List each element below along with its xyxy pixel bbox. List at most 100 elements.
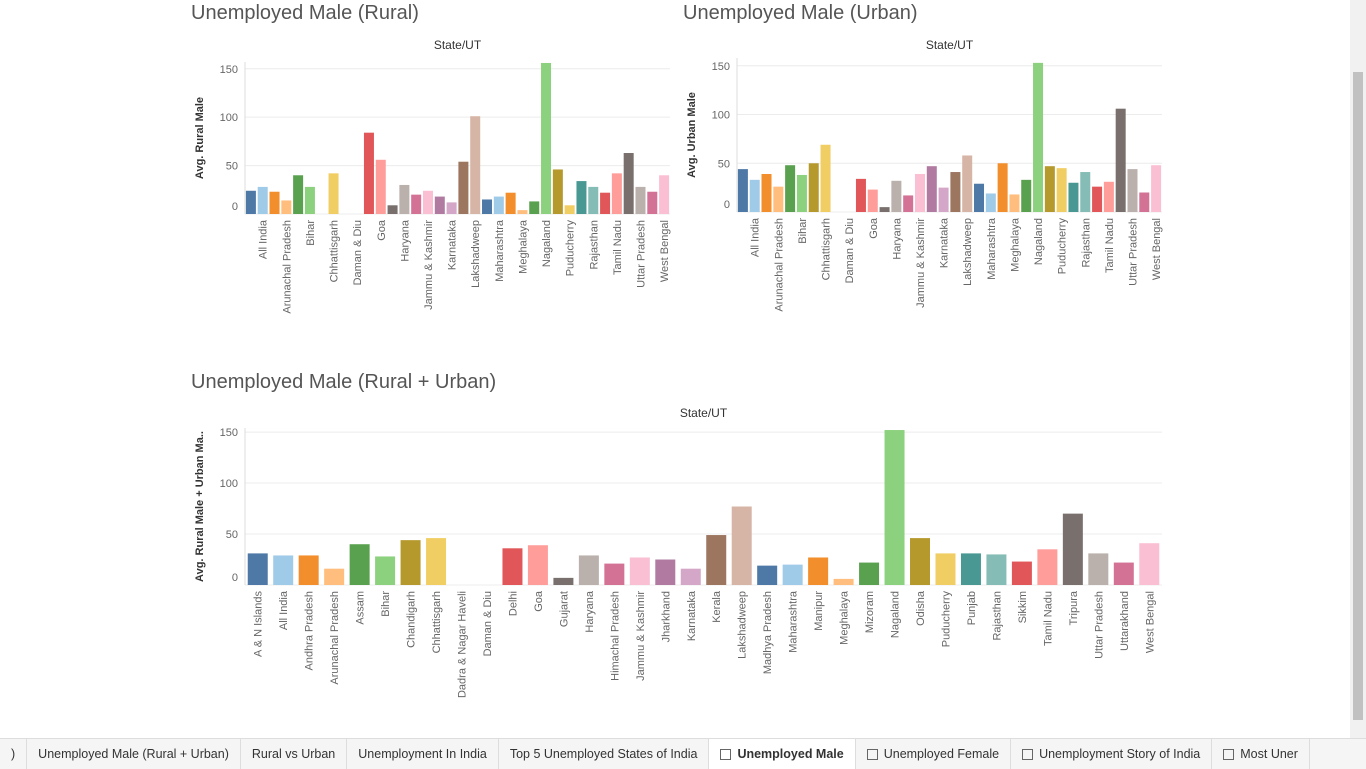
x-tick-label: Manipur	[813, 591, 825, 631]
x-tick-label: Tripura	[1068, 590, 1080, 625]
bar	[833, 578, 854, 585]
bar	[375, 159, 386, 214]
bar	[773, 186, 784, 212]
bar	[974, 183, 985, 212]
x-tick-label: Daman & Diu	[844, 218, 856, 283]
scrollbar[interactable]	[1350, 0, 1366, 738]
bar	[884, 430, 905, 585]
x-tick-label: Kerala	[711, 590, 723, 623]
y-tick-label: 100	[220, 478, 238, 490]
sheet-tab[interactable]: Rural vs Urban	[241, 739, 348, 769]
x-tick-label: Himachal Pradesh	[609, 591, 621, 681]
x-tick-label: Assam	[355, 591, 367, 625]
bar	[564, 205, 575, 214]
x-tick-label: Daman & Diu	[352, 220, 364, 285]
y-tick-label: 100	[712, 110, 730, 122]
bar	[680, 568, 701, 585]
bar	[245, 190, 256, 214]
x-tick-label: Goa	[868, 217, 880, 239]
x-tick-label: Goa	[533, 590, 545, 612]
x-tick-label: Maharashtra	[494, 219, 506, 282]
x-tick-label: Odisha	[915, 590, 927, 626]
x-tick-label: Jammu & Kashmir	[423, 220, 435, 310]
x-tick-label: Karnataka	[447, 219, 459, 270]
x-tick-label: Andhra Pradesh	[304, 591, 316, 671]
bar	[482, 199, 493, 214]
bar	[903, 195, 914, 212]
x-tick-label: Arunachal Pradesh	[281, 220, 293, 314]
bar	[529, 201, 540, 214]
bar	[1151, 165, 1162, 212]
scroll-thumb[interactable]	[1353, 72, 1363, 720]
bar	[737, 169, 748, 212]
bar	[1080, 172, 1091, 212]
tab-icon	[866, 748, 878, 760]
bar	[273, 555, 294, 585]
x-tick-label: Rajasthan	[991, 591, 1003, 641]
x-tick-label: All India	[258, 219, 270, 259]
x-tick-label: Gujarat	[558, 591, 570, 627]
dashboard: Unemployed Male (Rural) State/UT Avg. Rura…	[191, 2, 1163, 698]
x-tick-label: Meghalaya	[1009, 217, 1021, 272]
y-tick-label: 100	[220, 112, 238, 124]
bar	[757, 565, 778, 585]
sheet-tab[interactable]: )	[0, 739, 28, 769]
bar	[1115, 108, 1126, 212]
sheet-tab[interactable]: Unemployed Female	[856, 739, 1012, 769]
x-tick-label: Chhattisgarh	[329, 220, 341, 282]
x-axis-title: State/UT	[680, 406, 728, 420]
bar	[604, 563, 625, 585]
y-axis-title: Avg. Rural Male	[194, 97, 206, 179]
x-tick-label: Mizoram	[864, 591, 876, 633]
x-tick-label: A & N Islands	[253, 591, 265, 658]
bar	[985, 193, 996, 212]
x-tick-label: Jharkhand	[660, 591, 672, 642]
bar	[891, 180, 902, 212]
x-tick-label: Haryana	[399, 219, 411, 261]
bar	[269, 191, 280, 214]
bar	[552, 169, 563, 214]
bar	[1113, 562, 1134, 585]
x-tick-label: Dadra & Nagar Haveli	[457, 591, 469, 698]
bar	[962, 155, 973, 212]
bar	[785, 165, 796, 212]
bar	[960, 553, 981, 585]
y-axis-title: Avg. Urban Male	[686, 92, 698, 178]
tab-icon	[1223, 748, 1235, 760]
bar	[859, 562, 880, 585]
sheet-tab[interactable]: Unemployed Male	[709, 739, 856, 769]
bar	[298, 555, 319, 585]
y-tick-label: 150	[712, 61, 730, 73]
bar	[935, 553, 956, 585]
sheet-tab[interactable]: Unemployment In India	[347, 739, 499, 769]
x-tick-label: Karnataka	[686, 590, 698, 641]
bar	[411, 194, 422, 214]
bar	[426, 538, 447, 585]
x-axis-title: State/UT	[926, 38, 974, 52]
bar	[527, 545, 548, 585]
bar	[458, 161, 469, 214]
tab-label: Unemployed Male	[737, 746, 844, 761]
x-axis-title: State/UT	[434, 38, 482, 52]
bar	[611, 173, 622, 214]
bar	[576, 181, 587, 214]
sheet-tab[interactable]: Most Uner	[1212, 739, 1310, 769]
bar	[387, 205, 398, 214]
x-tick-label: Bihar	[380, 591, 392, 617]
sheet-tab[interactable]: Unemployed Male (Rural + Urban)	[27, 739, 241, 769]
bar	[647, 191, 658, 214]
x-tick-label: Puducherry	[565, 220, 577, 277]
sheet-tab[interactable]: Unemployment Story of India	[1011, 739, 1213, 769]
bar	[1044, 166, 1055, 212]
bar	[349, 544, 370, 585]
y-tick-label: 150	[220, 64, 238, 76]
x-tick-label: Rajasthan	[1080, 218, 1092, 268]
bar	[247, 553, 268, 585]
x-tick-label: Jammu & Kashmir	[915, 218, 927, 308]
x-tick-label: Tamil Nadu	[612, 220, 624, 275]
bar	[731, 506, 752, 585]
sheet-tab[interactable]: Top 5 Unemployed States of India	[499, 739, 710, 769]
bar	[910, 538, 931, 585]
bar	[1068, 182, 1079, 212]
